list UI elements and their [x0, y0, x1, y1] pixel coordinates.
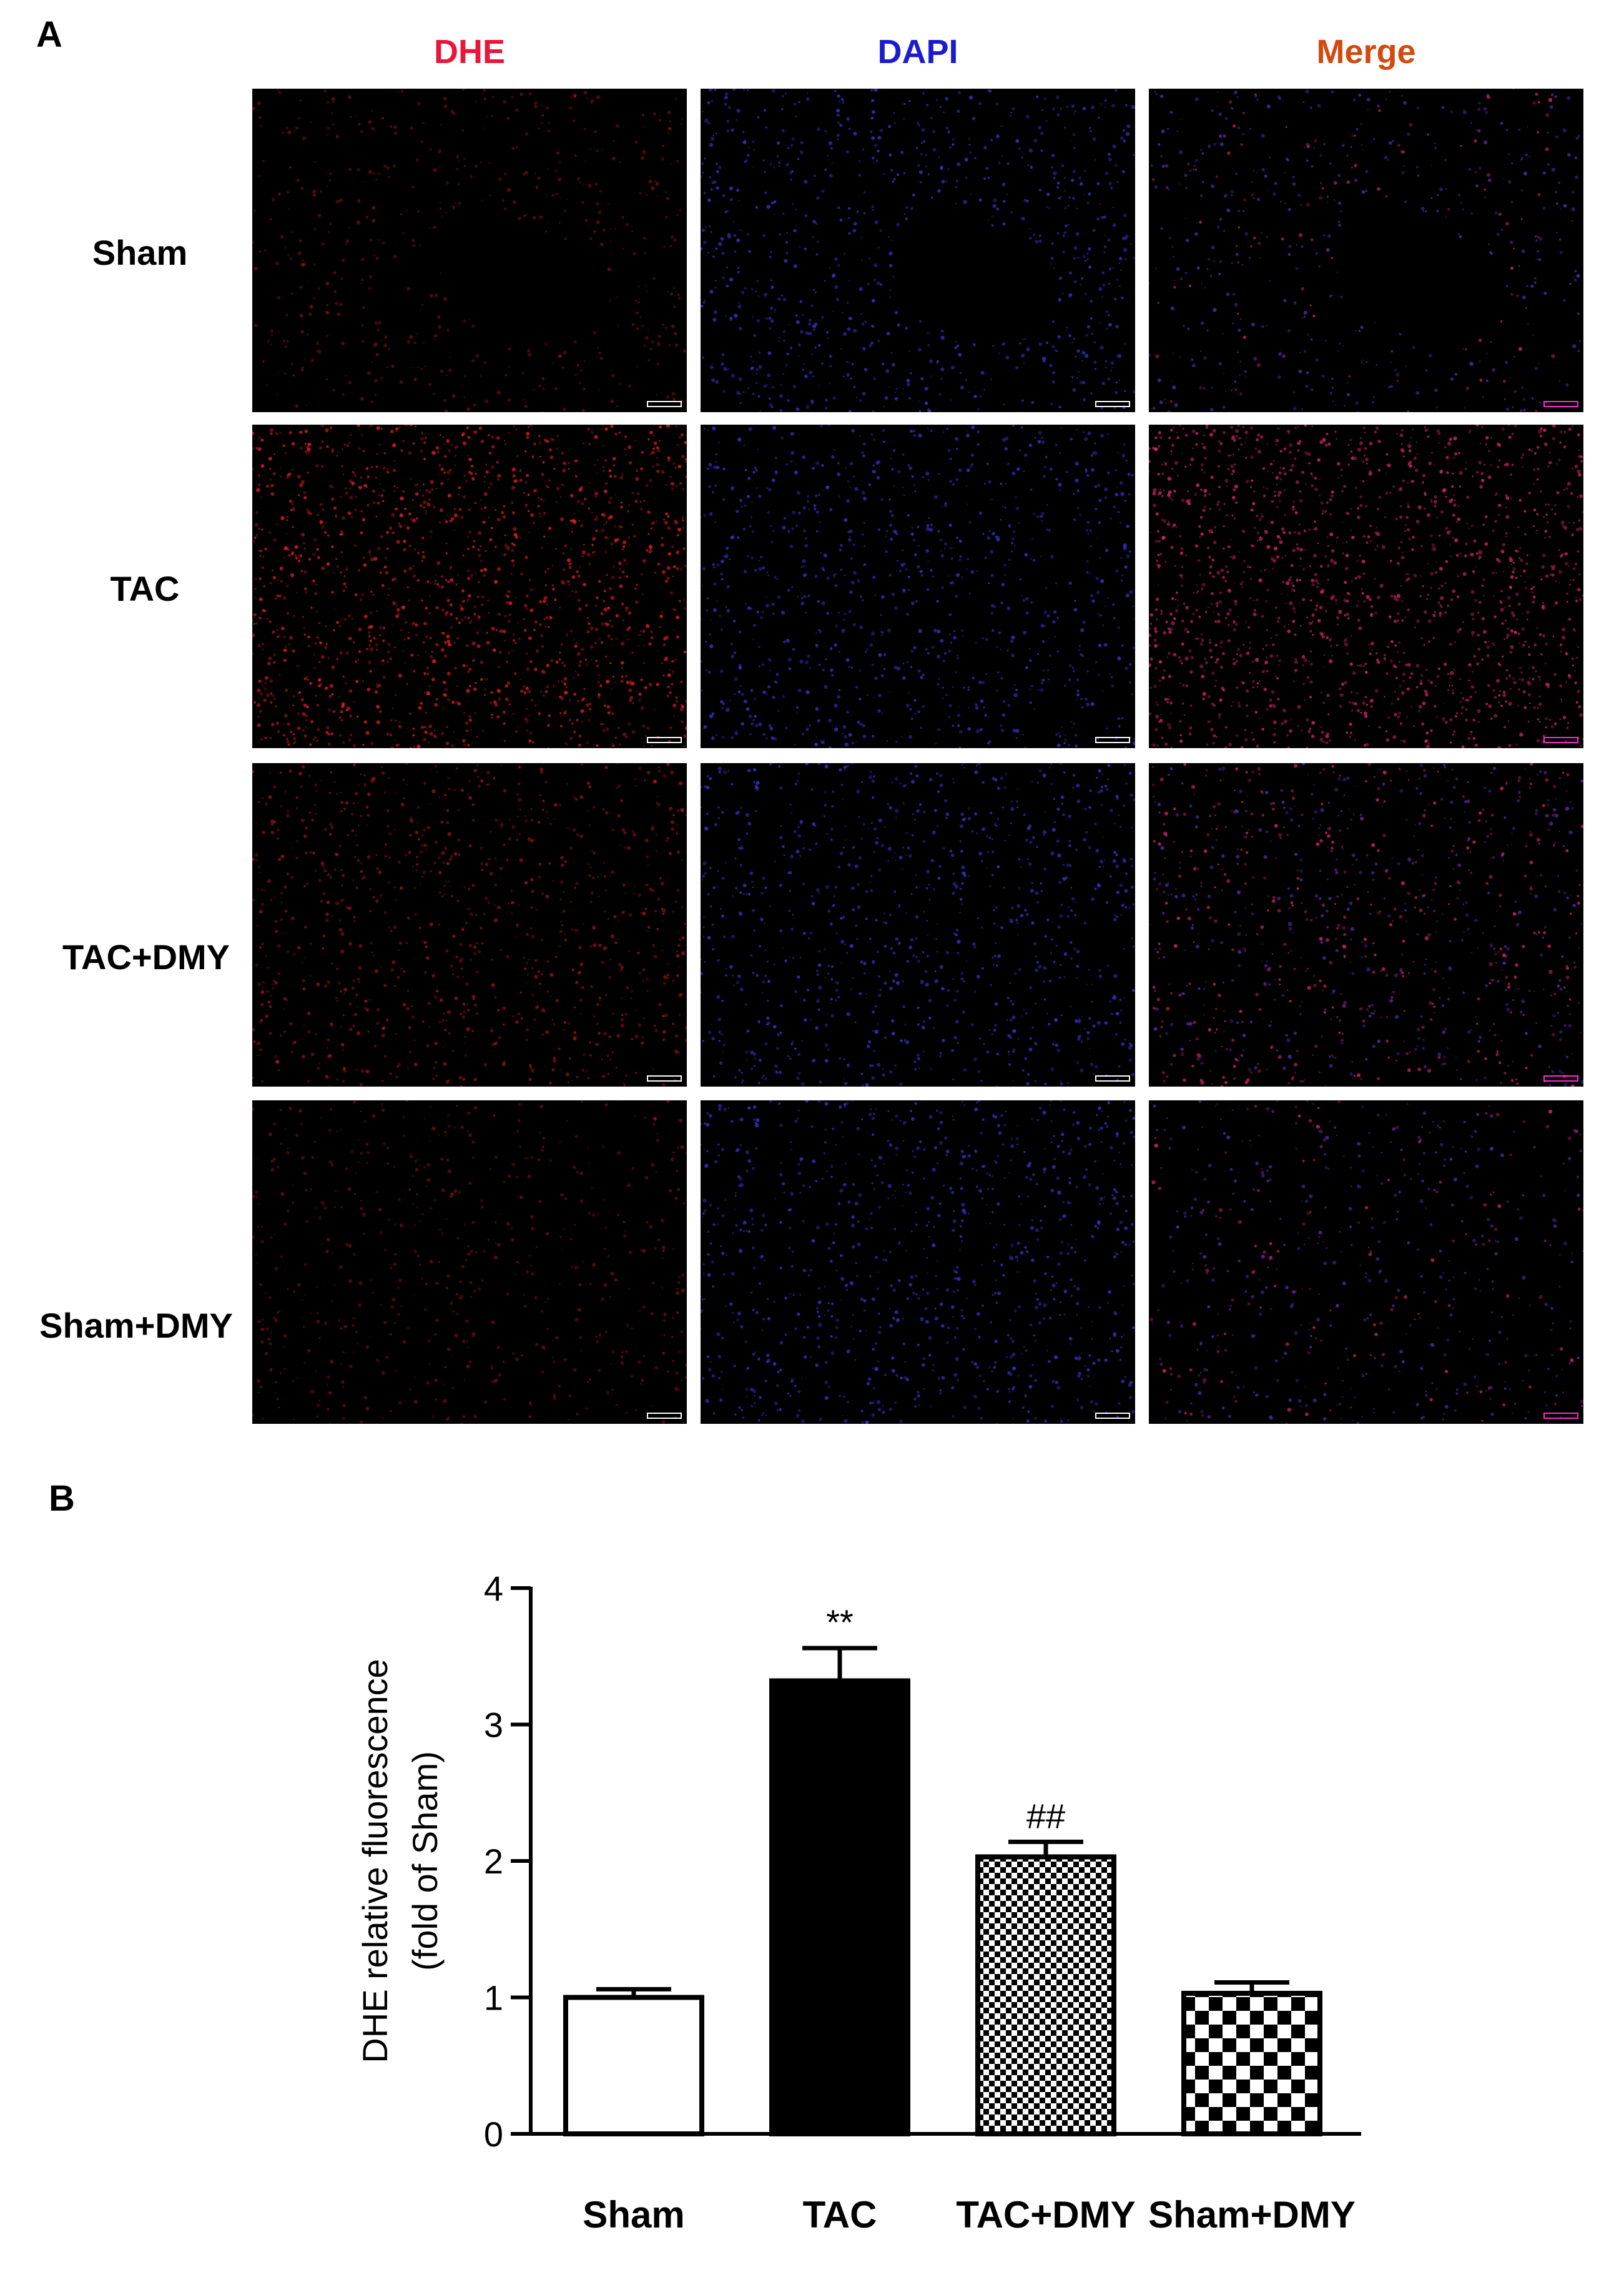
bar-sham-dmy [1181, 1990, 1322, 2136]
y-axis-label-units: (fold of Sham) [405, 1751, 445, 1971]
micrograph-dapi-tac [701, 425, 1135, 748]
scale-bar [647, 1075, 682, 1082]
micrograph-dhe-sham-dmy [252, 1100, 687, 1424]
significance-label: ** [826, 1602, 854, 1642]
y-tick-label: 4 [484, 1569, 503, 1608]
significance-label: ## [1026, 1796, 1065, 1835]
column-header-dapi: DAPI [877, 33, 958, 71]
bar-tac-dmy [975, 1854, 1116, 2136]
scale-bar [647, 401, 682, 407]
x-tick-label: TAC [803, 2194, 877, 2236]
micrograph-merge-sham-dmy [1149, 1100, 1583, 1424]
x-tick-label: TAC+DMY [956, 2194, 1135, 2236]
scale-bar [647, 1413, 682, 1419]
row-label-tac-dmy: TAC+DMY [62, 937, 230, 977]
y-tick-label: 3 [484, 1705, 503, 1745]
scale-bar [1543, 1075, 1578, 1082]
row-label-sham-dmy: Sham+DMY [39, 1306, 233, 1345]
column-header-merge: Merge [1316, 33, 1416, 71]
column-header-dhe: DHE [433, 33, 505, 71]
scale-bar [1543, 737, 1578, 743]
row-label-tac: TAC [110, 569, 180, 608]
micrograph-dapi-sham [701, 89, 1135, 412]
micrograph-merge-tac-dmy [1149, 763, 1583, 1087]
micrograph-merge-sham [1149, 89, 1583, 412]
x-tick-label: Sham+DMY [1148, 2194, 1356, 2236]
micrograph-dhe-sham [252, 89, 687, 412]
bar-tac [769, 1678, 910, 2136]
micrograph-dapi-sham-dmy [701, 1100, 1135, 1424]
x-tick-label: Sham [583, 2194, 684, 2236]
scale-bar [1543, 401, 1578, 407]
panel-a-label: A [36, 14, 62, 55]
scale-bar [647, 737, 682, 743]
row-label-sham: Sham [92, 233, 188, 272]
y-tick-label: 2 [484, 1842, 503, 1881]
scale-bar [1095, 1413, 1130, 1419]
scale-bar [1095, 401, 1130, 407]
scale-bar [1095, 1075, 1130, 1082]
micrograph-dhe-tac-dmy [252, 763, 687, 1087]
y-axis-label: DHE relative fluorescence [355, 1659, 395, 2063]
panel-b-label: B [49, 1478, 75, 1519]
scale-bar [1095, 737, 1130, 743]
y-tick-label: 0 [484, 2115, 503, 2154]
bar-sham [563, 1995, 704, 2136]
y-tick-label: 1 [484, 1978, 503, 2018]
micrograph-merge-tac [1149, 425, 1583, 748]
micrograph-dhe-tac [252, 425, 687, 748]
micrograph-dapi-tac-dmy [701, 763, 1135, 1087]
bar-chart: 0 1 2 3 4 DHE relative fluorescence (fold of S… [355, 1569, 1361, 2236]
scale-bar [1543, 1413, 1578, 1419]
